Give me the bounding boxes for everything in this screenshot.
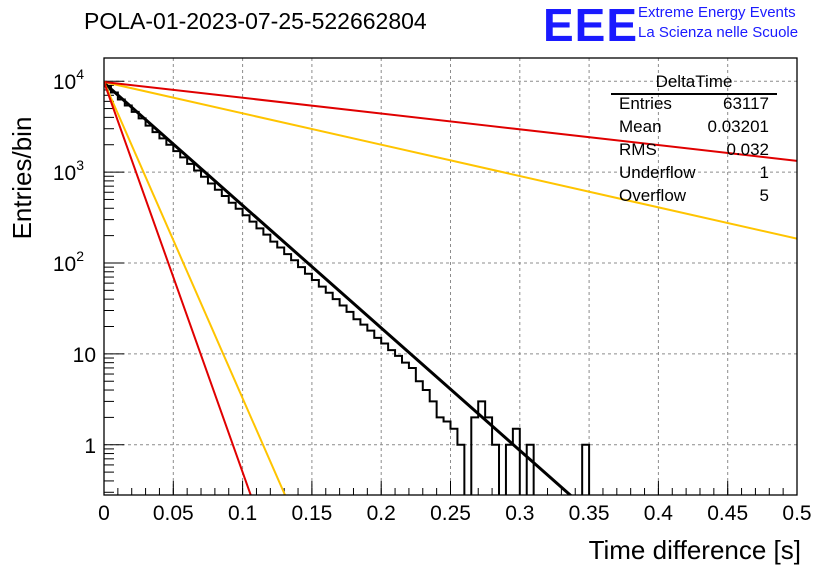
fit-line-1 bbox=[104, 81, 797, 240]
x-tick-label: 0.45 bbox=[707, 502, 748, 525]
y-tick-label: 1 bbox=[84, 435, 96, 458]
grid-lines bbox=[104, 58, 797, 495]
x-tick-label: 0.4 bbox=[644, 502, 674, 525]
stats-row-entries: Entries 63117 bbox=[619, 94, 769, 116]
x-tick-label: 0.25 bbox=[430, 502, 471, 525]
x-tick-label: 0.3 bbox=[505, 502, 534, 525]
y-tick-label: 102 bbox=[53, 248, 84, 276]
y-tick-label: 103 bbox=[53, 157, 84, 185]
x-tick-label: 0.35 bbox=[569, 502, 610, 525]
stats-value: 5 bbox=[759, 186, 769, 205]
histogram-outline bbox=[104, 85, 591, 495]
x-tick-label: 0.15 bbox=[291, 502, 332, 525]
fit-line-3 bbox=[104, 81, 287, 495]
fit-line-4 bbox=[104, 81, 252, 495]
stats-key: Underflow bbox=[619, 163, 696, 182]
y-axis-title: Entries/bin bbox=[7, 117, 37, 240]
histogram bbox=[104, 85, 591, 495]
plot-title: POLA-01-2023-07-25-522662804 bbox=[84, 8, 427, 34]
stats-row-underflow: Underflow 1 bbox=[619, 163, 769, 185]
fit-line-2 bbox=[104, 81, 797, 162]
fit-lines bbox=[104, 81, 797, 495]
stats-key: Entries bbox=[619, 94, 672, 113]
stats-key: RMS bbox=[619, 140, 657, 159]
axis-ticks bbox=[103, 80, 798, 495]
logo-line-1: Extreme Energy Events bbox=[638, 4, 796, 21]
y-tick-label: 104 bbox=[53, 66, 84, 94]
x-tick-label: 0.2 bbox=[367, 502, 396, 525]
stats-row-rms: RMS 0.032 bbox=[619, 140, 769, 162]
x-tick-label: 0.1 bbox=[228, 502, 257, 525]
stats-value: 63117 bbox=[722, 94, 769, 113]
logo-line-2: La Scienza nelle Scuole bbox=[638, 24, 799, 41]
stats-key: Mean bbox=[619, 117, 662, 136]
x-tick-label: 0.05 bbox=[153, 502, 194, 525]
stats-key: Overflow bbox=[619, 186, 687, 205]
x-tick-label: 0 bbox=[98, 502, 110, 525]
stats-value: 0.032 bbox=[726, 140, 769, 159]
plot-frame bbox=[103, 57, 798, 496]
x-axis-title: Time difference [s] bbox=[589, 535, 801, 565]
stats-divider bbox=[611, 93, 777, 95]
x-tick-label: 0.5 bbox=[782, 502, 811, 525]
stats-row-overflow: Overflow 5 bbox=[619, 186, 769, 208]
y-tick-label: 10 bbox=[73, 344, 96, 367]
fit-line-0 bbox=[104, 81, 573, 495]
stats-value: 0.03201 bbox=[707, 117, 769, 136]
stats-box: DeltaTime Entries 63117 Mean 0.03201 RMS… bbox=[611, 72, 777, 210]
axis-labels: 0 0.05 0.1 0.15 0.2 0.25 0.3 0.35 0.4 0.45 0.5 1 10 1… bbox=[53, 66, 812, 525]
stats-value: 1 bbox=[759, 163, 769, 182]
stats-row-mean: Mean 0.03201 bbox=[619, 117, 769, 139]
stats-title: DeltaTime bbox=[655, 72, 733, 91]
eee-logo: EEE bbox=[543, 0, 639, 51]
